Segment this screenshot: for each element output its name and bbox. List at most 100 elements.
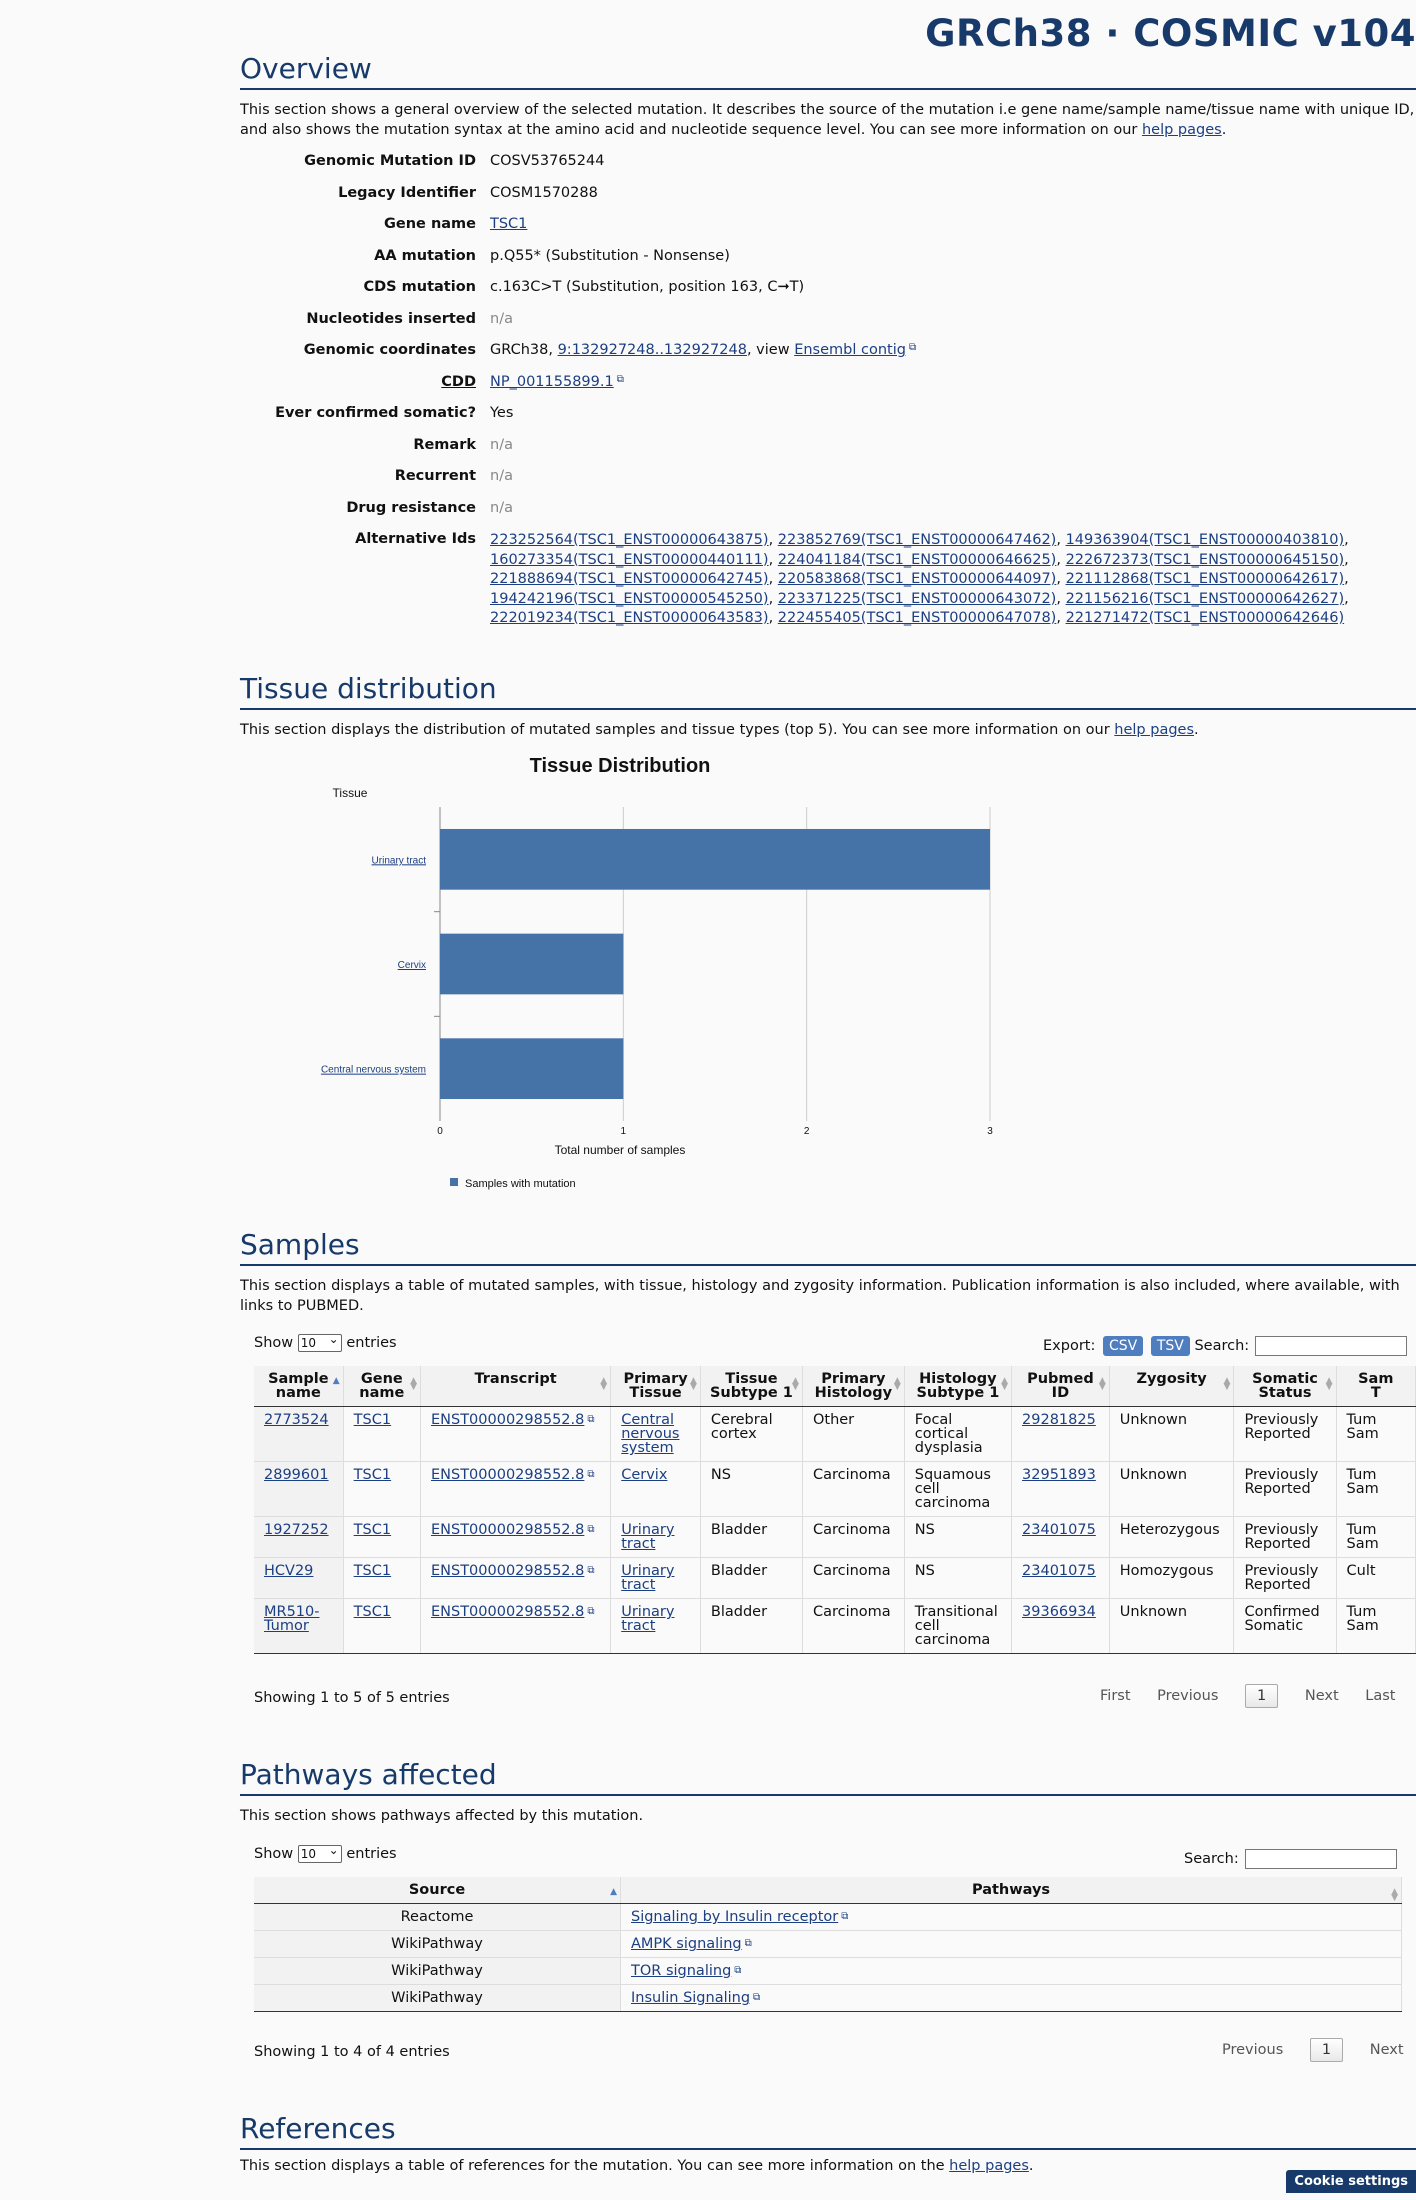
overview-help-link[interactable]: help pages — [1141, 122, 1222, 138]
references-help-link[interactable]: help pages — [949, 2158, 1029, 2174]
pager-next[interactable]: Next — [1369, 2042, 1404, 2058]
tissue-link[interactable]: nervous — [621, 1426, 680, 1442]
pager-previous[interactable]: Previous — [1222, 2042, 1284, 2058]
gene-name-link[interactable]: TSC1 — [490, 216, 528, 232]
pathways-search-input[interactable] — [1244, 1849, 1397, 1869]
pubmed-link[interactable]: 32951893 — [1022, 1467, 1096, 1483]
tissue-link[interactable]: tract — [621, 1577, 656, 1593]
samples-col-header[interactable]: Tissue Subtype 1 ▲ ▼ — [700, 1366, 803, 1407]
transcript-link[interactable]: ENST00000298552.8 — [430, 1563, 585, 1579]
sample-link[interactable]: 2899601 — [264, 1467, 329, 1483]
samples-col-header[interactable]: Histology Subtype 1 ▲ ▼ — [904, 1366, 1013, 1407]
alternative-id-link[interactable]: 221156216(TSC1_ENST00000642627) — [1065, 590, 1345, 607]
chart-category-link[interactable]: Urinary tract — [372, 855, 427, 866]
pubmed-link[interactable]: 23401075 — [1022, 1522, 1096, 1538]
histology-subtype-text: Transitional — [914, 1604, 998, 1620]
export-csv-button[interactable]: CSV — [1102, 1336, 1144, 1356]
alternative-id-link[interactable]: 221888694(TSC1_ENST00000642745) — [490, 571, 769, 587]
alternative-id-link[interactable]: 224041184(TSC1_ENST00000646625) — [777, 551, 1057, 568]
alternative-id-link[interactable]: 223852769(TSC1_ENST00000647462) — [777, 532, 1057, 548]
cell-pathway: AMPK signaling ⧉ — [620, 1930, 1402, 1958]
col-source[interactable]: Source ▲ — [254, 1877, 621, 1904]
pathways-page-size-select[interactable]: 10 — [297, 1842, 342, 1863]
samples-col-header[interactable]: Pubmed ID ▲ ▼ — [1011, 1366, 1110, 1407]
cell-gene-name: TSC1 — [343, 1598, 421, 1654]
transcript-link[interactable]: ENST00000298552.8 — [430, 1522, 585, 1538]
transcript-link[interactable]: ENST00000298552.8 — [430, 1604, 585, 1620]
samples-search-input[interactable] — [1255, 1336, 1408, 1356]
alternative-id-link[interactable]: 221271472(TSC1_ENST00000642646) — [1065, 610, 1345, 626]
gene-link[interactable]: TSC1 — [353, 1522, 392, 1538]
pathway-link[interactable]: TOR signaling — [631, 1963, 732, 1979]
pathway-link[interactable]: Signaling by Insulin receptor — [631, 1909, 839, 1925]
alternative-id-link[interactable]: 194242196(TSC1_ENST00000545250) — [490, 590, 769, 607]
alternative-id-link[interactable]: 222019234(TSC1_ENST00000643583) — [490, 610, 769, 626]
tissue-link[interactable]: Urinary — [621, 1522, 675, 1538]
sample-link[interactable]: 2773524 — [264, 1412, 329, 1428]
histology-subtype-text: cell — [914, 1481, 940, 1497]
tissue-link[interactable]: system — [621, 1440, 674, 1456]
sort-icon: ▲ ▼ — [792, 1376, 799, 1392]
samples-col-header[interactable]: Sample name ▲ — [254, 1366, 344, 1407]
pubmed-link[interactable]: 39366934 — [1022, 1604, 1096, 1620]
tissue-link[interactable]: tract — [621, 1618, 656, 1634]
tissue-link[interactable]: Cervix — [621, 1467, 668, 1483]
alternative-id-link[interactable]: 223371225(TSC1_ENST00000643072) — [777, 590, 1057, 607]
samples-col-header[interactable]: Primary Tissue ▲ ▼ — [610, 1366, 701, 1407]
sample-link[interactable]: Tumor — [264, 1618, 309, 1634]
sample-type-text: Sam — [1346, 1481, 1379, 1497]
alternative-id-link[interactable]: 149363904(TSC1_ENST00000403810) — [1065, 532, 1345, 548]
references-intro: This section displays a table of referen… — [240, 2156, 1416, 2176]
ensembl-contig-link[interactable]: Ensembl contig — [794, 342, 906, 358]
alternative-id-link[interactable]: 160273354(TSC1_ENST00000440111) — [490, 551, 769, 568]
gene-link[interactable]: TSC1 — [353, 1563, 392, 1579]
samples-col-header[interactable]: Somatic Status ▲ ▼ — [1233, 1366, 1337, 1407]
pager-next[interactable]: Next — [1304, 1688, 1339, 1704]
chart-category-link[interactable]: Central nervous system — [321, 1065, 426, 1076]
sample-link[interactable]: HCV29 — [264, 1563, 314, 1579]
alternative-id-link[interactable]: 221112868(TSC1_ENST00000642617) — [1065, 571, 1345, 587]
cdd-link[interactable]: NP_001155899.1 — [490, 373, 614, 390]
alternative-id-link[interactable]: 220583868(TSC1_ENST00000644097) — [777, 571, 1057, 587]
transcript-link[interactable]: ENST00000298552.8 — [430, 1467, 585, 1483]
tissue-link[interactable]: tract — [621, 1536, 656, 1552]
alternative-id-link[interactable]: 222455405(TSC1_ENST00000647078) — [777, 610, 1057, 626]
pager-previous[interactable]: Previous — [1157, 1688, 1219, 1704]
pathway-link[interactable]: AMPK signaling — [631, 1936, 742, 1952]
cookie-settings-button[interactable]: Cookie settings — [1286, 2170, 1416, 2193]
gene-link[interactable]: TSC1 — [353, 1467, 392, 1483]
cell-gene-name: TSC1 — [343, 1516, 421, 1558]
tissue-link[interactable]: Urinary — [621, 1604, 675, 1620]
tissue-link[interactable]: Urinary — [621, 1563, 675, 1579]
alternative-id-link[interactable]: 222672373(TSC1_ENST00000645150) — [1065, 551, 1345, 568]
chart-category-link[interactable]: Cervix — [398, 960, 426, 971]
gene-link[interactable]: TSC1 — [353, 1412, 392, 1428]
pager-first[interactable]: First — [1100, 1688, 1131, 1704]
gene-link[interactable]: TSC1 — [353, 1604, 392, 1620]
samples-col-header[interactable]: Sam T — [1336, 1366, 1416, 1407]
samples-page-size-select[interactable]: 10 — [297, 1331, 342, 1352]
pubmed-link[interactable]: 23401075 — [1022, 1563, 1096, 1579]
samples-col-header[interactable]: Primary Histology ▲ ▼ — [802, 1366, 905, 1407]
alternative-id-link[interactable]: 223252564(TSC1_ENST00000643875) — [490, 532, 769, 548]
samples-col-header[interactable]: Transcript ▲ ▼ — [420, 1366, 612, 1407]
genomic-coordinate-link[interactable]: 9:132927248..132927248 — [557, 342, 747, 358]
samples-col-header[interactable]: Gene name ▲ ▼ — [343, 1366, 421, 1407]
col-header-label: Zygosity — [1136, 1371, 1207, 1387]
tissue-help-link[interactable]: help pages — [1114, 722, 1195, 738]
col-pathways[interactable]: Pathways ▲ ▼ — [620, 1877, 1402, 1904]
pager-page-1[interactable]: 1 — [1309, 2038, 1344, 2062]
export-tsv-button[interactable]: TSV — [1150, 1336, 1190, 1356]
pager-page-1[interactable]: 1 — [1245, 1684, 1279, 1708]
sample-link[interactable]: 1927252 — [264, 1522, 329, 1538]
pager-last[interactable]: Last — [1365, 1688, 1396, 1704]
transcript-link[interactable]: ENST00000298552.8 — [430, 1412, 585, 1428]
samples-col-header[interactable]: Zygosity ▲ ▼ — [1109, 1366, 1235, 1407]
tissue-link[interactable]: Central — [621, 1412, 675, 1428]
pubmed-link[interactable]: 29281825 — [1022, 1412, 1096, 1428]
pathway-link[interactable]: Insulin Signaling — [631, 1990, 751, 2006]
sample-link[interactable]: MR510- — [264, 1604, 320, 1620]
zygosity-text: Unknown — [1119, 1412, 1188, 1428]
field-label: Recurrent — [394, 468, 476, 484]
external-link-icon: ⧉ — [753, 1992, 761, 2003]
